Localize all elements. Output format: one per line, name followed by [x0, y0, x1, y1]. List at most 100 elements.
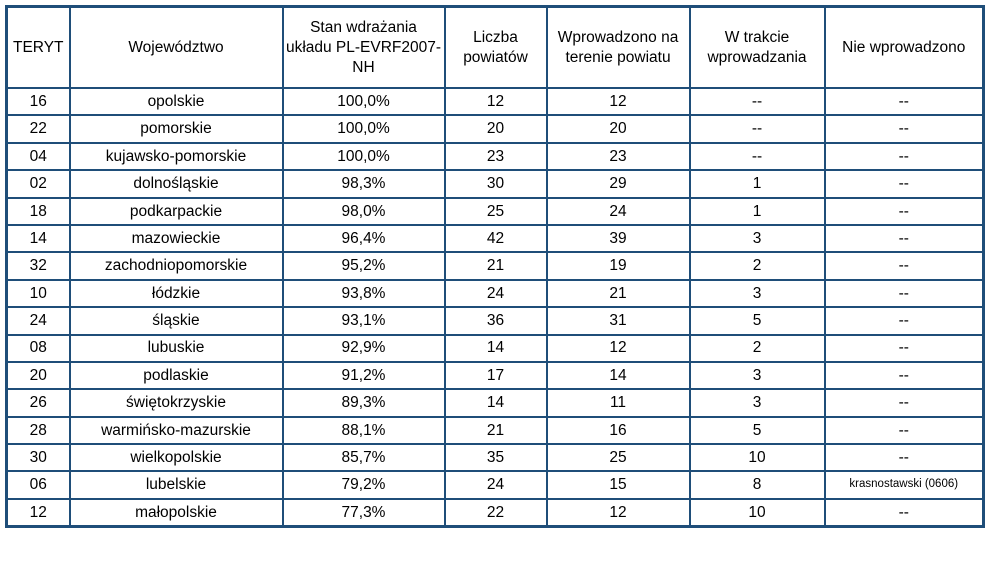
cell-wojewodztwo: świętokrzyskie: [68, 388, 284, 418]
cell-wojewodztwo: małopolskie: [68, 497, 284, 528]
cell-wprowadzono: 15: [545, 470, 691, 500]
cell-nie_wprowadzono: --: [823, 141, 985, 172]
table-row: 28 warmińsko-mazurskie 88,1% 21 16 5 --: [5, 415, 985, 446]
cell-liczba: 14: [443, 388, 548, 418]
column-header-stan: Stan wdrażania układu PL-EVRF2007-NH: [281, 5, 446, 89]
table-header: TERYT Województwo Stan wdrażania układu PL…: [5, 5, 985, 89]
cell-w_trakcie: 3: [688, 223, 826, 254]
cell-wprowadzono: 39: [545, 223, 691, 254]
cell-nie_wprowadzono: --: [823, 415, 985, 446]
cell-nie_wprowadzono: --: [823, 388, 985, 418]
cell-teryt: 22: [5, 114, 71, 144]
cell-wprowadzono: 12: [545, 86, 691, 117]
cell-teryt: 12: [5, 497, 71, 528]
cell-teryt: 02: [5, 169, 71, 199]
cell-w_trakcie: 3: [688, 360, 826, 391]
cell-teryt: 24: [5, 306, 71, 336]
column-header-liczba: Liczba powiatów: [443, 5, 548, 89]
cell-nie_wprowadzono: --: [823, 443, 985, 473]
cell-stan: 93,1%: [281, 306, 446, 336]
cell-liczba: 21: [443, 251, 548, 281]
cell-teryt: 10: [5, 278, 71, 309]
cell-w_trakcie: --: [688, 114, 826, 144]
cell-liczba: 14: [443, 333, 548, 363]
table-row: 12 małopolskie 77,3% 22 12 10 --: [5, 497, 985, 528]
cell-wprowadzono: 16: [545, 415, 691, 446]
cell-wprowadzono: 31: [545, 306, 691, 336]
cell-wprowadzono: 21: [545, 278, 691, 309]
cell-nie_wprowadzono: --: [823, 333, 985, 363]
cell-stan: 98,3%: [281, 169, 446, 199]
cell-nie_wprowadzono: --: [823, 360, 985, 391]
cell-stan: 89,3%: [281, 388, 446, 418]
cell-teryt: 14: [5, 223, 71, 254]
table-row: 24 śląskie 93,1% 36 31 5 --: [5, 306, 985, 336]
cell-w_trakcie: 3: [688, 278, 826, 309]
cell-wprowadzono: 23: [545, 141, 691, 172]
cell-liczba: 42: [443, 223, 548, 254]
cell-stan: 100,0%: [281, 86, 446, 117]
cell-wprowadzono: 20: [545, 114, 691, 144]
cell-wojewodztwo: podkarpackie: [68, 196, 284, 226]
header-row: TERYT Województwo Stan wdrażania układu PL…: [5, 5, 985, 89]
cell-stan: 100,0%: [281, 114, 446, 144]
cell-liczba: 36: [443, 306, 548, 336]
cell-nie_wprowadzono: --: [823, 223, 985, 254]
cell-w_trakcie: 3: [688, 388, 826, 418]
cell-w_trakcie: 5: [688, 306, 826, 336]
cell-wprowadzono: 25: [545, 443, 691, 473]
cell-wprowadzono: 12: [545, 497, 691, 528]
table-row: 08 lubuskie 92,9% 14 12 2 --: [5, 333, 985, 363]
cell-w_trakcie: 10: [688, 497, 826, 528]
cell-wojewodztwo: wielkopolskie: [68, 443, 284, 473]
cell-liczba: 24: [443, 278, 548, 309]
cell-teryt: 18: [5, 196, 71, 226]
table-row: 30 wielkopolskie 85,7% 35 25 10 --: [5, 443, 985, 473]
cell-liczba: 20: [443, 114, 548, 144]
table-row: 10 łódzkie 93,8% 24 21 3 --: [5, 278, 985, 309]
column-header-teryt: TERYT: [5, 5, 71, 89]
cell-wojewodztwo: mazowieckie: [68, 223, 284, 254]
cell-stan: 100,0%: [281, 141, 446, 172]
cell-liczba: 22: [443, 497, 548, 528]
cell-stan: 91,2%: [281, 360, 446, 391]
cell-stan: 92,9%: [281, 333, 446, 363]
cell-stan: 79,2%: [281, 470, 446, 500]
cell-nie_wprowadzono: --: [823, 86, 985, 117]
cell-nie_wprowadzono: --: [823, 497, 985, 528]
cell-wojewodztwo: zachodniopomorskie: [68, 251, 284, 281]
cell-wprowadzono: 24: [545, 196, 691, 226]
table-row: 16 opolskie 100,0% 12 12 -- --: [5, 86, 985, 117]
cell-nie_wprowadzono: --: [823, 306, 985, 336]
cell-stan: 95,2%: [281, 251, 446, 281]
table-row: 18 podkarpackie 98,0% 25 24 1 --: [5, 196, 985, 226]
cell-wojewodztwo: opolskie: [68, 86, 284, 117]
cell-wprowadzono: 12: [545, 333, 691, 363]
table-row: 06 lubelskie 79,2% 24 15 8 krasnostawski (0606…: [5, 470, 985, 500]
cell-w_trakcie: 2: [688, 251, 826, 281]
table-row: 26 świętokrzyskie 89,3% 14 11 3 --: [5, 388, 985, 418]
cell-w_trakcie: --: [688, 86, 826, 117]
column-header-nie_wprowadzono: Nie wprowadzono: [823, 5, 985, 89]
cell-wojewodztwo: śląskie: [68, 306, 284, 336]
cell-wprowadzono: 19: [545, 251, 691, 281]
table-row: 22 pomorskie 100,0% 20 20 -- --: [5, 114, 985, 144]
cell-nie_wprowadzono: --: [823, 196, 985, 226]
cell-liczba: 24: [443, 470, 548, 500]
cell-teryt: 08: [5, 333, 71, 363]
cell-wprowadzono: 11: [545, 388, 691, 418]
cell-teryt: 28: [5, 415, 71, 446]
cell-liczba: 21: [443, 415, 548, 446]
cell-teryt: 06: [5, 470, 71, 500]
table-row: 14 mazowieckie 96,4% 42 39 3 --: [5, 223, 985, 254]
cell-liczba: 17: [443, 360, 548, 391]
cell-stan: 96,4%: [281, 223, 446, 254]
cell-teryt: 16: [5, 86, 71, 117]
table-row: 32 zachodniopomorskie 95,2% 21 19 2 --: [5, 251, 985, 281]
cell-stan: 77,3%: [281, 497, 446, 528]
cell-wojewodztwo: podlaskie: [68, 360, 284, 391]
cell-w_trakcie: 1: [688, 169, 826, 199]
cell-w_trakcie: 1: [688, 196, 826, 226]
column-header-w_trakcie: W trakcie wprowadzania: [688, 5, 826, 89]
cell-teryt: 26: [5, 388, 71, 418]
